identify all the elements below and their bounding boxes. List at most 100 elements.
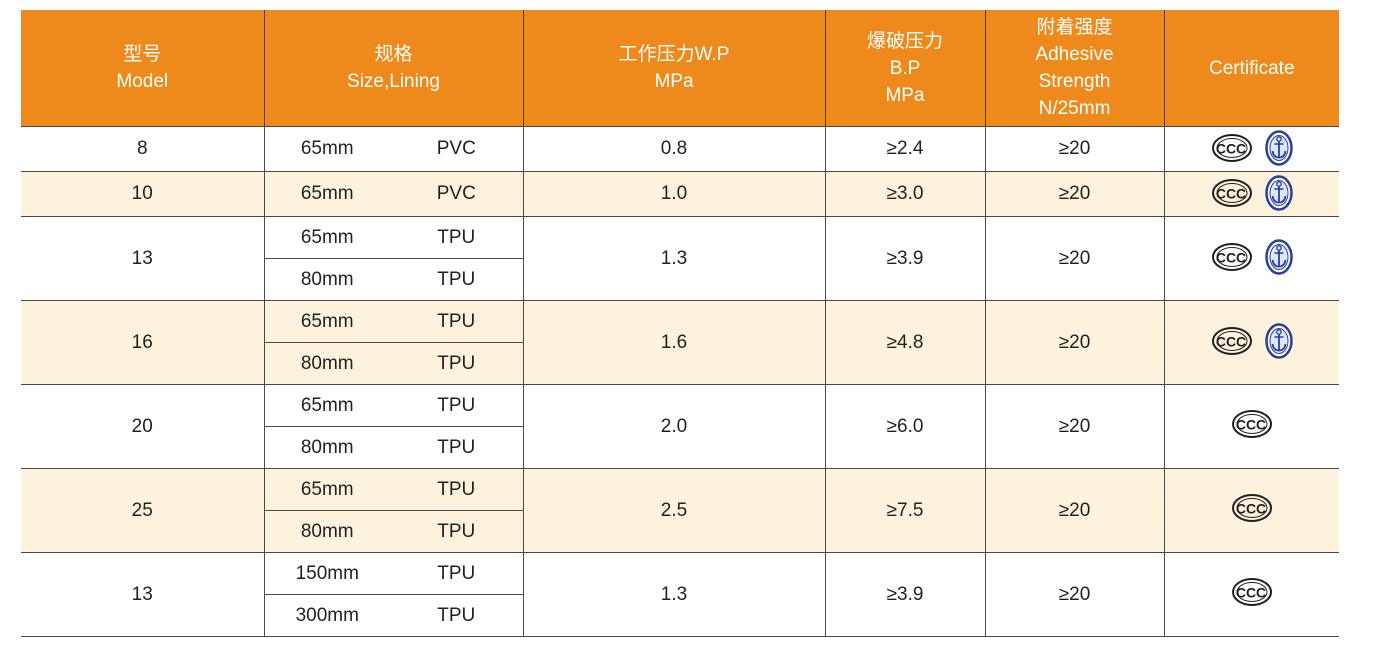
lining-cell: TPU <box>390 510 524 553</box>
lining-cell: TPU <box>390 594 524 637</box>
svg-text:CCC: CCC <box>1236 416 1266 432</box>
burst-pressure-cell: ≥7.5 <box>824 468 986 553</box>
working-pressure-cell: 1.3 <box>522 552 826 637</box>
adhesive-strength-cell: ≥20 <box>984 384 1165 469</box>
lining-cell: TPU <box>390 468 524 511</box>
size-cell: 150mm <box>263 552 390 595</box>
adhesive-strength-cell: ≥20 <box>984 552 1165 637</box>
adhesive-strength-cell: ≥20 <box>984 126 1165 172</box>
certificate-cell: CCC <box>1163 468 1340 553</box>
size-cell: 300mm <box>263 594 390 637</box>
burst-pressure-cell: ≥4.8 <box>824 300 986 385</box>
burst-pressure-cell: ≥2.4 <box>824 126 986 172</box>
lining-cell: TPU <box>390 552 524 595</box>
ccc-icon: CCC <box>1231 577 1272 606</box>
header-adhesive-strength: 附着强度 Adhesive Strength N/25mm <box>984 10 1165 127</box>
ccc-icon: CCC <box>1211 327 1252 355</box>
certificate-cell: CCC <box>1163 384 1340 469</box>
header-working-pressure: 工作压力W.P MPa <box>522 10 826 127</box>
size-cell: 65mm <box>263 126 390 172</box>
header-row: 型号 Model 规格 Size,Lining 工作压力W.P MPa 爆破压力… <box>21 10 1340 127</box>
table-row: 80mm TPU <box>21 510 1339 553</box>
table-row: 80mm TPU <box>21 426 1339 469</box>
burst-pressure-cell: ≥3.9 <box>824 216 986 301</box>
table-row: 13 150mm TPU 1.3 ≥3.9 ≥20 CCC <box>21 552 1340 637</box>
model-cell: 16 <box>21 300 264 385</box>
size-cell: 65mm <box>263 384 390 427</box>
table-row: 13 65mm TPU 1.3 ≥3.9 ≥20 CCC <box>21 216 1340 301</box>
lining-cell: TPU <box>390 384 524 427</box>
svg-text:CCC: CCC <box>1236 584 1266 600</box>
table-row: 10 65mm PVC 1.0 ≥3.0 ≥20 CCC <box>21 171 1340 217</box>
certificate-marks: CCC <box>1231 493 1273 523</box>
certificate-marks: CCC <box>1231 577 1273 607</box>
header-burst-pressure: 爆破压力 B.P MPa <box>824 10 986 127</box>
adhesive-strength-cell: ≥20 <box>984 300 1165 385</box>
svg-text:CCC: CCC <box>1236 500 1266 516</box>
spec-body: 8 65mm PVC 0.8 ≥2.4 ≥20 CCC 10 65mm PVC 1.0 ≥3.0 ≥… <box>21 126 1340 637</box>
header-certificate: Certificate <box>1163 10 1340 127</box>
working-pressure-cell: 2.0 <box>522 384 826 469</box>
burst-pressure-cell: ≥6.0 <box>824 384 986 469</box>
certificate-cell: CCC <box>1163 216 1340 301</box>
certificate-marks: CCC <box>1211 129 1293 166</box>
table-row: 8 65mm PVC 0.8 ≥2.4 ≥20 CCC <box>21 126 1340 172</box>
certificate-marks: CCC <box>1211 174 1293 211</box>
working-pressure-cell: 1.6 <box>522 300 826 385</box>
certificate-cell: CCC <box>1163 552 1340 637</box>
lining-cell: TPU <box>390 342 524 385</box>
svg-text:CCC: CCC <box>1216 185 1246 201</box>
size-cell: 65mm <box>263 171 390 217</box>
svg-text:CCC: CCC <box>1216 140 1246 156</box>
burst-pressure-cell: ≥3.0 <box>824 171 986 217</box>
size-cell: 65mm <box>263 468 390 511</box>
certificate-marks: CCC <box>1231 409 1273 439</box>
certificate-marks: CCC <box>1211 323 1293 359</box>
working-pressure-cell: 1.0 <box>522 171 826 217</box>
size-cell: 65mm <box>263 216 390 259</box>
ccc-icon: CCC <box>1231 409 1272 438</box>
anchor-icon <box>1265 129 1293 166</box>
svg-text:CCC: CCC <box>1216 334 1246 350</box>
svg-text:CCC: CCC <box>1216 250 1246 266</box>
spec-table: 型号 Model 规格 Size,Lining 工作压力W.P MPa 爆破压力… <box>21 10 1340 637</box>
size-cell: 80mm <box>263 258 390 301</box>
anchor-icon <box>1265 323 1293 359</box>
anchor-icon <box>1265 239 1293 275</box>
lining-cell: PVC <box>390 171 524 217</box>
anchor-icon <box>1265 174 1293 211</box>
burst-pressure-cell: ≥3.9 <box>824 552 986 637</box>
ccc-icon: CCC <box>1231 493 1272 522</box>
adhesive-strength-cell: ≥20 <box>984 171 1165 217</box>
size-cell: 80mm <box>263 342 390 385</box>
certificate-cell: CCC <box>1163 300 1340 385</box>
ccc-icon: CCC <box>1211 178 1252 207</box>
working-pressure-cell: 2.5 <box>522 468 826 553</box>
header-model: 型号 Model <box>21 10 264 127</box>
lining-cell: TPU <box>390 300 524 343</box>
table-row: 20 65mm TPU 2.0 ≥6.0 ≥20 CCC <box>21 384 1340 469</box>
ccc-icon: CCC <box>1211 133 1252 162</box>
header-size: 规格 Size,Lining <box>263 10 524 127</box>
certificate-marks: CCC <box>1211 239 1293 275</box>
size-cell: 80mm <box>263 426 390 469</box>
certificate-cell: CCC <box>1163 171 1340 217</box>
adhesive-strength-cell: ≥20 <box>984 216 1165 301</box>
working-pressure-cell: 0.8 <box>522 126 826 172</box>
lining-cell: PVC <box>390 126 524 172</box>
size-cell: 80mm <box>263 510 390 553</box>
table-row: 25 65mm TPU 2.5 ≥7.5 ≥20 CCC <box>21 468 1340 553</box>
working-pressure-cell: 1.3 <box>522 216 826 301</box>
lining-cell: TPU <box>390 216 524 259</box>
model-cell: 8 <box>21 126 264 172</box>
model-cell: 13 <box>21 216 264 301</box>
model-cell: 13 <box>21 552 264 637</box>
model-cell: 25 <box>21 468 264 553</box>
adhesive-strength-cell: ≥20 <box>984 468 1165 553</box>
ccc-icon: CCC <box>1211 243 1252 271</box>
table-row: 80mm TPU <box>21 258 1339 301</box>
model-cell: 20 <box>21 384 264 469</box>
table-row: 80mm TPU <box>21 342 1339 385</box>
lining-cell: TPU <box>390 426 524 469</box>
size-cell: 65mm <box>263 300 390 343</box>
